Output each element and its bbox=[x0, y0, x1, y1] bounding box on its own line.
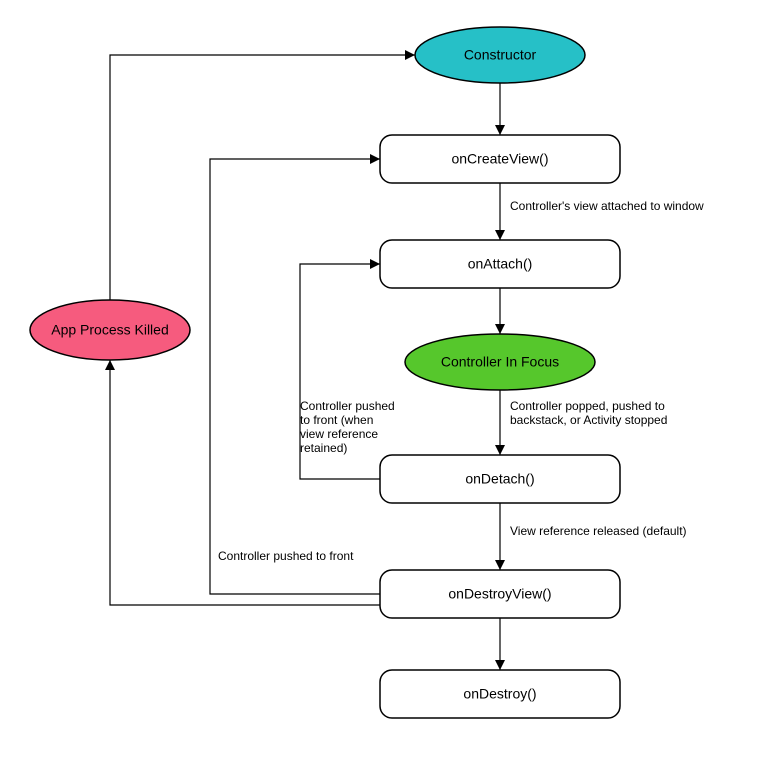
edge-appkilled-constructor bbox=[110, 55, 415, 300]
arrowhead-icon bbox=[495, 445, 505, 455]
arrowhead-icon bbox=[495, 125, 505, 135]
edge-label: Controller popped, pushed tobackstack, o… bbox=[510, 399, 667, 427]
edge-label: Controller pushed to front bbox=[218, 549, 354, 563]
node-label-ondetach: onDetach() bbox=[465, 471, 534, 487]
arrowhead-icon bbox=[495, 230, 505, 240]
edge-label: View reference released (default) bbox=[510, 524, 687, 538]
arrowhead-icon bbox=[495, 660, 505, 670]
arrowhead-icon bbox=[370, 259, 380, 269]
node-label-ondestroyview: onDestroyView() bbox=[448, 586, 551, 602]
node-label-oncreateview: onCreateView() bbox=[451, 151, 548, 167]
node-label-constructor: Constructor bbox=[464, 47, 537, 63]
edge-label: Controller pushedto front (whenview refe… bbox=[300, 399, 395, 455]
edge-label: Controller's view attached to window bbox=[510, 199, 704, 213]
node-label-ondestroy: onDestroy() bbox=[463, 686, 536, 702]
arrowhead-icon bbox=[405, 50, 415, 60]
node-label-infocus: Controller In Focus bbox=[441, 354, 559, 370]
arrowhead-icon bbox=[495, 324, 505, 334]
arrowhead-icon bbox=[105, 360, 115, 370]
edge-ondestroyview-appkilled bbox=[110, 360, 380, 605]
node-label-appkilled: App Process Killed bbox=[51, 322, 169, 338]
edge-ondestroyview-oncreateview bbox=[210, 159, 380, 594]
arrowhead-icon bbox=[370, 154, 380, 164]
arrowhead-icon bbox=[495, 560, 505, 570]
node-label-onattach: onAttach() bbox=[468, 256, 533, 272]
flowchart-canvas: Constructor onCreateView() onAttach() Contr… bbox=[0, 0, 760, 770]
